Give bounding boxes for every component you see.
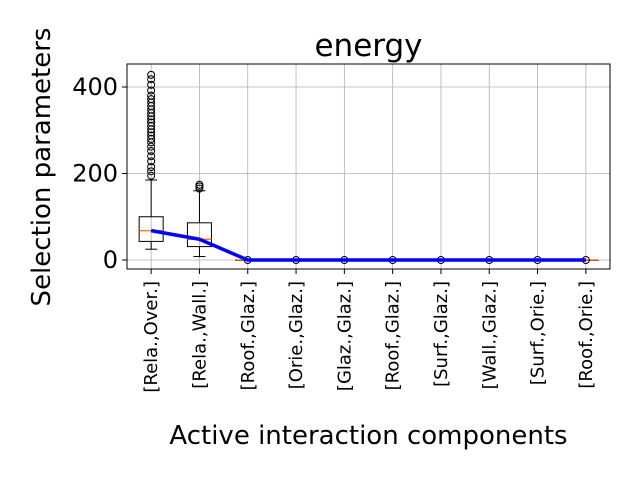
outlier-point [195, 180, 204, 189]
x-tick-label: [Surf.,Glaz.] [431, 281, 452, 387]
plot-frame [126, 63, 611, 270]
y-tick-label: 400 [72, 73, 118, 101]
outlier-point [147, 152, 156, 161]
x-tick-label: [Roof.,Orie.] [576, 281, 597, 389]
mean-line-path [150, 228, 586, 262]
x-tick-label: [Rela.,Over.] [141, 281, 162, 393]
outlier-point [147, 142, 156, 151]
mean-line [150, 228, 586, 262]
x-tick-label: [Wall.,Glaz.] [479, 281, 500, 389]
outlier-point [147, 134, 156, 143]
outlier-point [147, 95, 156, 104]
box-body [186, 222, 212, 248]
outlier-point [147, 163, 156, 172]
x-tick-label: [Glaz.,Glaz.] [334, 281, 355, 391]
outlier-point [147, 91, 156, 100]
y-tick-label: 200 [72, 160, 118, 188]
grid [127, 64, 610, 269]
x-axis-ticks: [Rela.,Over.] [Rela.,Wall.] [Roof.,Glaz.] [… [141, 269, 597, 393]
x-tick-label: [Orie.,Glaz.] [286, 281, 307, 389]
y-tick-label: 0 [103, 246, 118, 274]
x-tick-label: [Roof.,Glaz.] [238, 281, 259, 390]
outlier-point [195, 184, 204, 193]
chart-title: energy [314, 28, 422, 64]
x-tick-label: [Roof.,Glaz.] [383, 281, 404, 390]
outlier-point [147, 171, 156, 180]
outlier-point [147, 80, 156, 89]
outlier-point [147, 115, 156, 124]
outlier-point [147, 86, 156, 95]
x-tick-label: [Rela.,Wall.] [189, 281, 210, 389]
y-axis-label: Selection parameters [27, 28, 57, 307]
outlier-point [147, 157, 156, 166]
x-tick-label: [Surf.,Orie.] [528, 281, 549, 385]
outlier-point [147, 128, 156, 137]
outlier-point [147, 131, 156, 140]
outlier-point [147, 75, 156, 84]
outlier-point [147, 147, 156, 156]
outlier-point [147, 70, 156, 79]
y-axis-ticks: 0 200 400 [72, 73, 127, 274]
x-axis-label: Active interaction components [169, 421, 567, 451]
outlier-point [147, 118, 156, 127]
outlier-point [147, 167, 156, 176]
boxes [138, 70, 599, 264]
outlier-point [147, 121, 156, 130]
box-1 [138, 70, 164, 250]
box-body [138, 216, 164, 242]
